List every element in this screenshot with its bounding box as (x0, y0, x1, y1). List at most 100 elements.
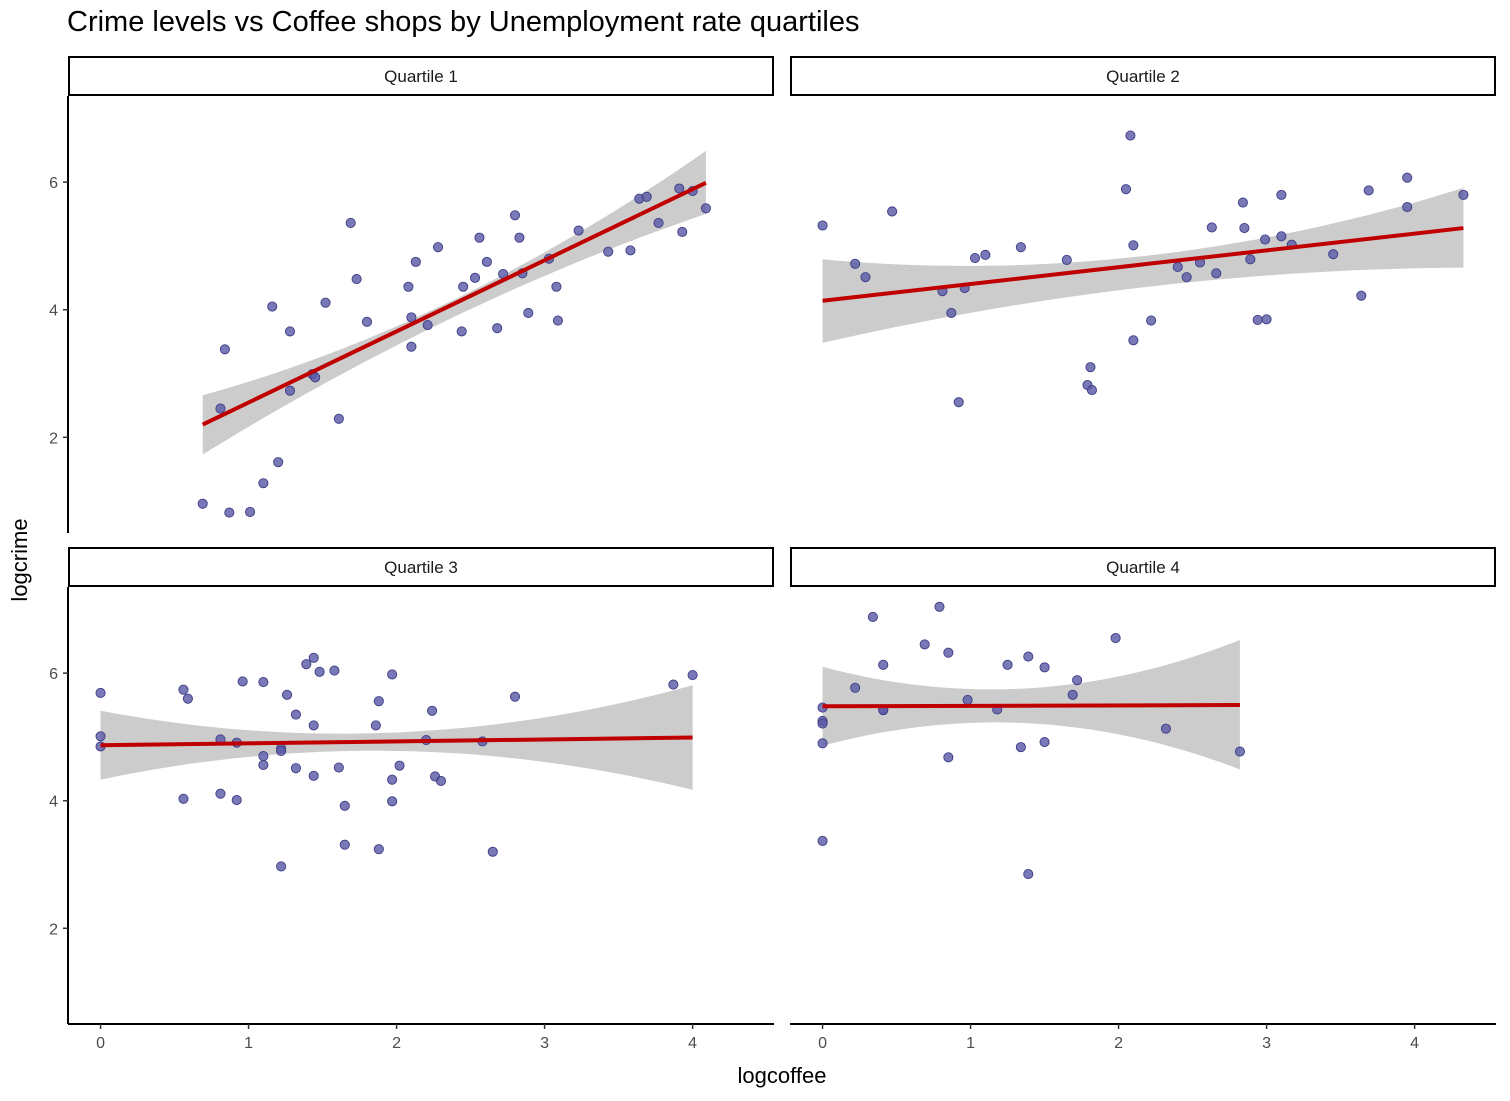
data-point (980, 249, 991, 260)
data-point (1067, 689, 1078, 700)
data-point (509, 210, 521, 221)
x-tick-label: 1 (966, 1035, 975, 1052)
data-point (245, 506, 256, 517)
facet-panel: Quartile 2 (790, 56, 1496, 408)
y-tick-label: 6 (49, 666, 58, 683)
x-tick-label: 3 (540, 1035, 549, 1052)
data-point (1260, 234, 1271, 245)
y-tick-label: 2 (49, 921, 58, 938)
data-point (339, 839, 350, 850)
facet-panel: Quartile 3 2 4 6 0 1 2 3 4 (49, 547, 774, 1052)
facet-strip-label: Quartile 2 (1106, 67, 1180, 86)
data-point (258, 677, 269, 688)
data-point (178, 793, 189, 804)
x-tick-label: 0 (96, 1035, 105, 1052)
data-point (258, 478, 269, 489)
data-point (492, 323, 503, 334)
y-axis-label: logcrime (7, 518, 32, 601)
data-point (237, 676, 248, 687)
data-point (1072, 675, 1083, 686)
data-point (1172, 261, 1183, 273)
data-point (1160, 723, 1171, 734)
data-point (219, 344, 230, 355)
data-point (387, 669, 398, 680)
facet-strip (68, 547, 774, 587)
data-point (487, 846, 498, 857)
data-point (1110, 632, 1121, 644)
facet-strip-label: Quartile 4 (1106, 558, 1180, 577)
facet-panel: Quartile 1 2 4 6 (49, 56, 774, 533)
data-point (427, 705, 438, 716)
data-point (603, 246, 614, 257)
data-point (308, 770, 319, 781)
data-point (1356, 290, 1367, 301)
data-point (276, 861, 287, 872)
data-point (1023, 869, 1034, 880)
data-point (887, 206, 898, 217)
data-point (458, 281, 469, 292)
data-point (333, 762, 344, 773)
x-tick-label: 3 (1262, 1035, 1271, 1052)
data-point (551, 281, 562, 292)
data-point (178, 684, 189, 695)
data-point (1245, 254, 1256, 265)
data-point (1086, 385, 1097, 396)
regression-line (201, 180, 707, 427)
data-point (258, 759, 269, 771)
data-point (308, 720, 319, 731)
data-point (850, 682, 861, 693)
data-point (469, 272, 481, 283)
data-point (410, 256, 421, 267)
data-point (1402, 201, 1413, 213)
data-point (320, 297, 331, 308)
data-point (456, 326, 467, 337)
data-point (474, 232, 485, 243)
data-point (653, 217, 664, 229)
data-point (394, 760, 405, 771)
data-point (1002, 659, 1013, 670)
y-tick-label: 4 (49, 303, 58, 320)
data-point (284, 385, 296, 396)
data-point (361, 316, 373, 327)
data-point (231, 795, 242, 806)
data-point (1015, 742, 1026, 753)
data-point (215, 788, 226, 799)
data-point (878, 659, 889, 670)
x-axis-label: logcoffee (738, 1063, 827, 1088)
data-point (282, 689, 293, 700)
data-point (1128, 240, 1139, 251)
data-point (284, 326, 296, 337)
data-point (1234, 746, 1245, 757)
data-point (552, 315, 563, 326)
data-point (1085, 362, 1096, 373)
data-point (1128, 335, 1139, 346)
x-tick-label: 2 (392, 1035, 401, 1052)
data-point (432, 242, 444, 253)
data-point (1023, 651, 1034, 662)
data-point (1402, 172, 1413, 183)
y-tick-label: 4 (49, 794, 58, 811)
data-point (1261, 314, 1272, 325)
data-point (224, 507, 235, 518)
data-point (329, 665, 340, 676)
data-point (290, 709, 301, 720)
x-tick-label: 0 (818, 1035, 827, 1052)
x-tick-label: 2 (1114, 1035, 1123, 1052)
data-point (290, 763, 301, 774)
data-point (182, 693, 193, 704)
data-point (403, 281, 414, 292)
data-point (1328, 249, 1339, 260)
data-point (308, 652, 319, 663)
data-point (625, 245, 636, 256)
data-point (1276, 231, 1287, 242)
data-point (962, 694, 973, 705)
data-point (641, 191, 652, 202)
data-point (1206, 222, 1217, 233)
data-point (1276, 189, 1287, 200)
data-point (314, 666, 325, 677)
data-point (509, 691, 521, 702)
data-point (481, 256, 492, 267)
data-point (1061, 254, 1072, 266)
data-point (351, 274, 362, 285)
